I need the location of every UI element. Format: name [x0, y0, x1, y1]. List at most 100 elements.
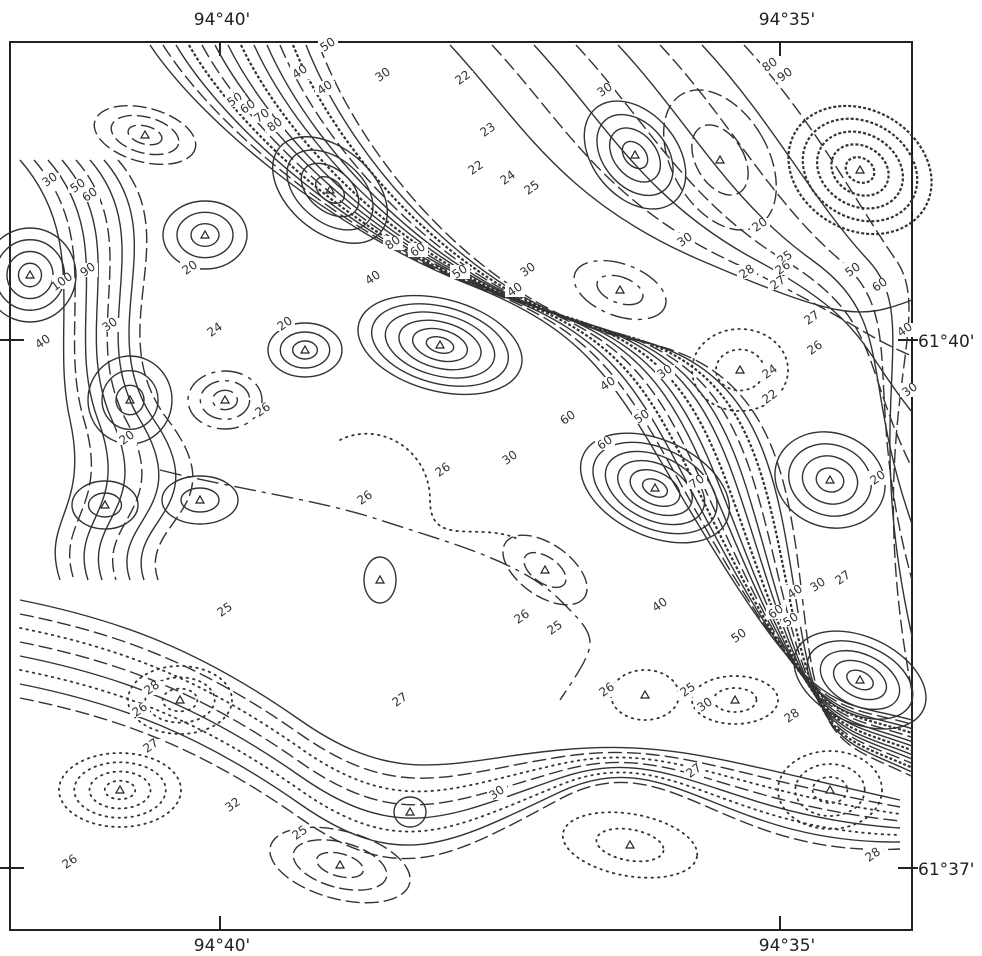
contour-labels: 5040403022308090506070802322242530506010… [32, 34, 920, 871]
contour-line [765, 81, 955, 260]
contour-line [803, 116, 917, 223]
station-marker [196, 496, 204, 503]
contour-line [19, 263, 42, 287]
contour-line [680, 115, 760, 205]
contour-line [563, 411, 747, 565]
station-marker [716, 156, 724, 163]
contour-line [267, 45, 912, 759]
station-marker [201, 231, 209, 238]
station-marker [376, 576, 384, 583]
contour-line [424, 334, 455, 356]
frame-ticks [0, 42, 918, 930]
longitude-label: 94°40' [194, 10, 250, 30]
contour-line [714, 688, 757, 712]
contour-line [88, 95, 202, 174]
contour-line [640, 475, 671, 501]
contour-line [518, 546, 572, 595]
latitude-label: 61°40' [918, 332, 974, 352]
contour-line [213, 390, 238, 409]
contour-line [200, 381, 249, 420]
contour-line [491, 521, 599, 619]
contour-line [20, 160, 75, 580]
contour-line [20, 628, 900, 814]
contour-line [7, 252, 53, 299]
station-marker [731, 696, 739, 703]
station-marker [221, 396, 229, 403]
contour-line [188, 371, 262, 429]
station-marker [616, 286, 624, 293]
contour-line [611, 670, 679, 720]
contour-line [393, 312, 486, 378]
station-marker [26, 271, 34, 278]
station-marker [116, 786, 124, 793]
contour-line [241, 45, 912, 750]
contour-line [268, 323, 342, 377]
station-marker [856, 676, 864, 683]
station-marker [856, 166, 864, 173]
contour-line [293, 341, 318, 359]
station-marker [141, 131, 149, 138]
contour-line [378, 301, 502, 389]
contour-line [74, 762, 166, 818]
contour-line [594, 824, 666, 866]
station-marker [736, 366, 744, 373]
contour-line [177, 212, 233, 257]
contour-line [593, 270, 647, 311]
contour-line [228, 45, 912, 746]
station-marker [436, 341, 444, 348]
longitude-label: 94°35' [759, 10, 815, 30]
contour-line [181, 488, 219, 512]
station-marker [406, 808, 414, 815]
contour-line [618, 45, 912, 524]
contour-line [364, 557, 396, 603]
contour-line [340, 434, 520, 540]
contour-line [291, 153, 369, 228]
station-marker [651, 484, 659, 491]
contour-line [105, 781, 136, 800]
longitude-label: 94°35' [759, 936, 815, 956]
contour-line [90, 772, 151, 809]
contour-line [534, 45, 912, 412]
contour-line [716, 350, 764, 391]
station-marker [626, 841, 634, 848]
contour-line [89, 493, 122, 517]
station-marker [826, 476, 834, 483]
contour-line [59, 753, 181, 827]
contour-line [492, 45, 912, 356]
contour-line [576, 45, 912, 468]
station-marker [641, 691, 649, 698]
contour-line [362, 290, 517, 400]
contour-line [191, 224, 219, 247]
contour-line [617, 137, 653, 174]
contour-line [314, 848, 366, 882]
station-marker [301, 346, 309, 353]
contour-line [564, 81, 707, 228]
station-marker [631, 151, 639, 158]
contour-line [72, 481, 138, 529]
longitude-label: 94°40' [194, 936, 250, 956]
latitude-label: 61°37' [918, 860, 974, 880]
station-marker [176, 696, 184, 703]
contour-line [813, 464, 847, 496]
contour-line [280, 332, 329, 368]
contour-line [558, 803, 703, 888]
contour-line [394, 797, 426, 827]
contour-line [62, 160, 125, 580]
contour-line [660, 45, 912, 580]
station-marker [826, 786, 834, 793]
contour-line [162, 476, 238, 524]
contour-line [262, 814, 419, 917]
contour-line [581, 100, 688, 211]
contour-line [319, 45, 912, 776]
contour-line [599, 118, 670, 192]
contour-line [272, 134, 388, 246]
contour-line [280, 45, 912, 763]
contour-map: 94°40' 94°35' 94°40' 94°35' 61°40' 61°37… [0, 0, 982, 956]
contour-line [566, 249, 674, 331]
station-marker [541, 566, 549, 573]
contour-line [20, 614, 900, 807]
contour-line [163, 201, 247, 269]
contour-line [796, 448, 865, 511]
contour-lines [0, 45, 955, 916]
contour-line [20, 642, 900, 821]
